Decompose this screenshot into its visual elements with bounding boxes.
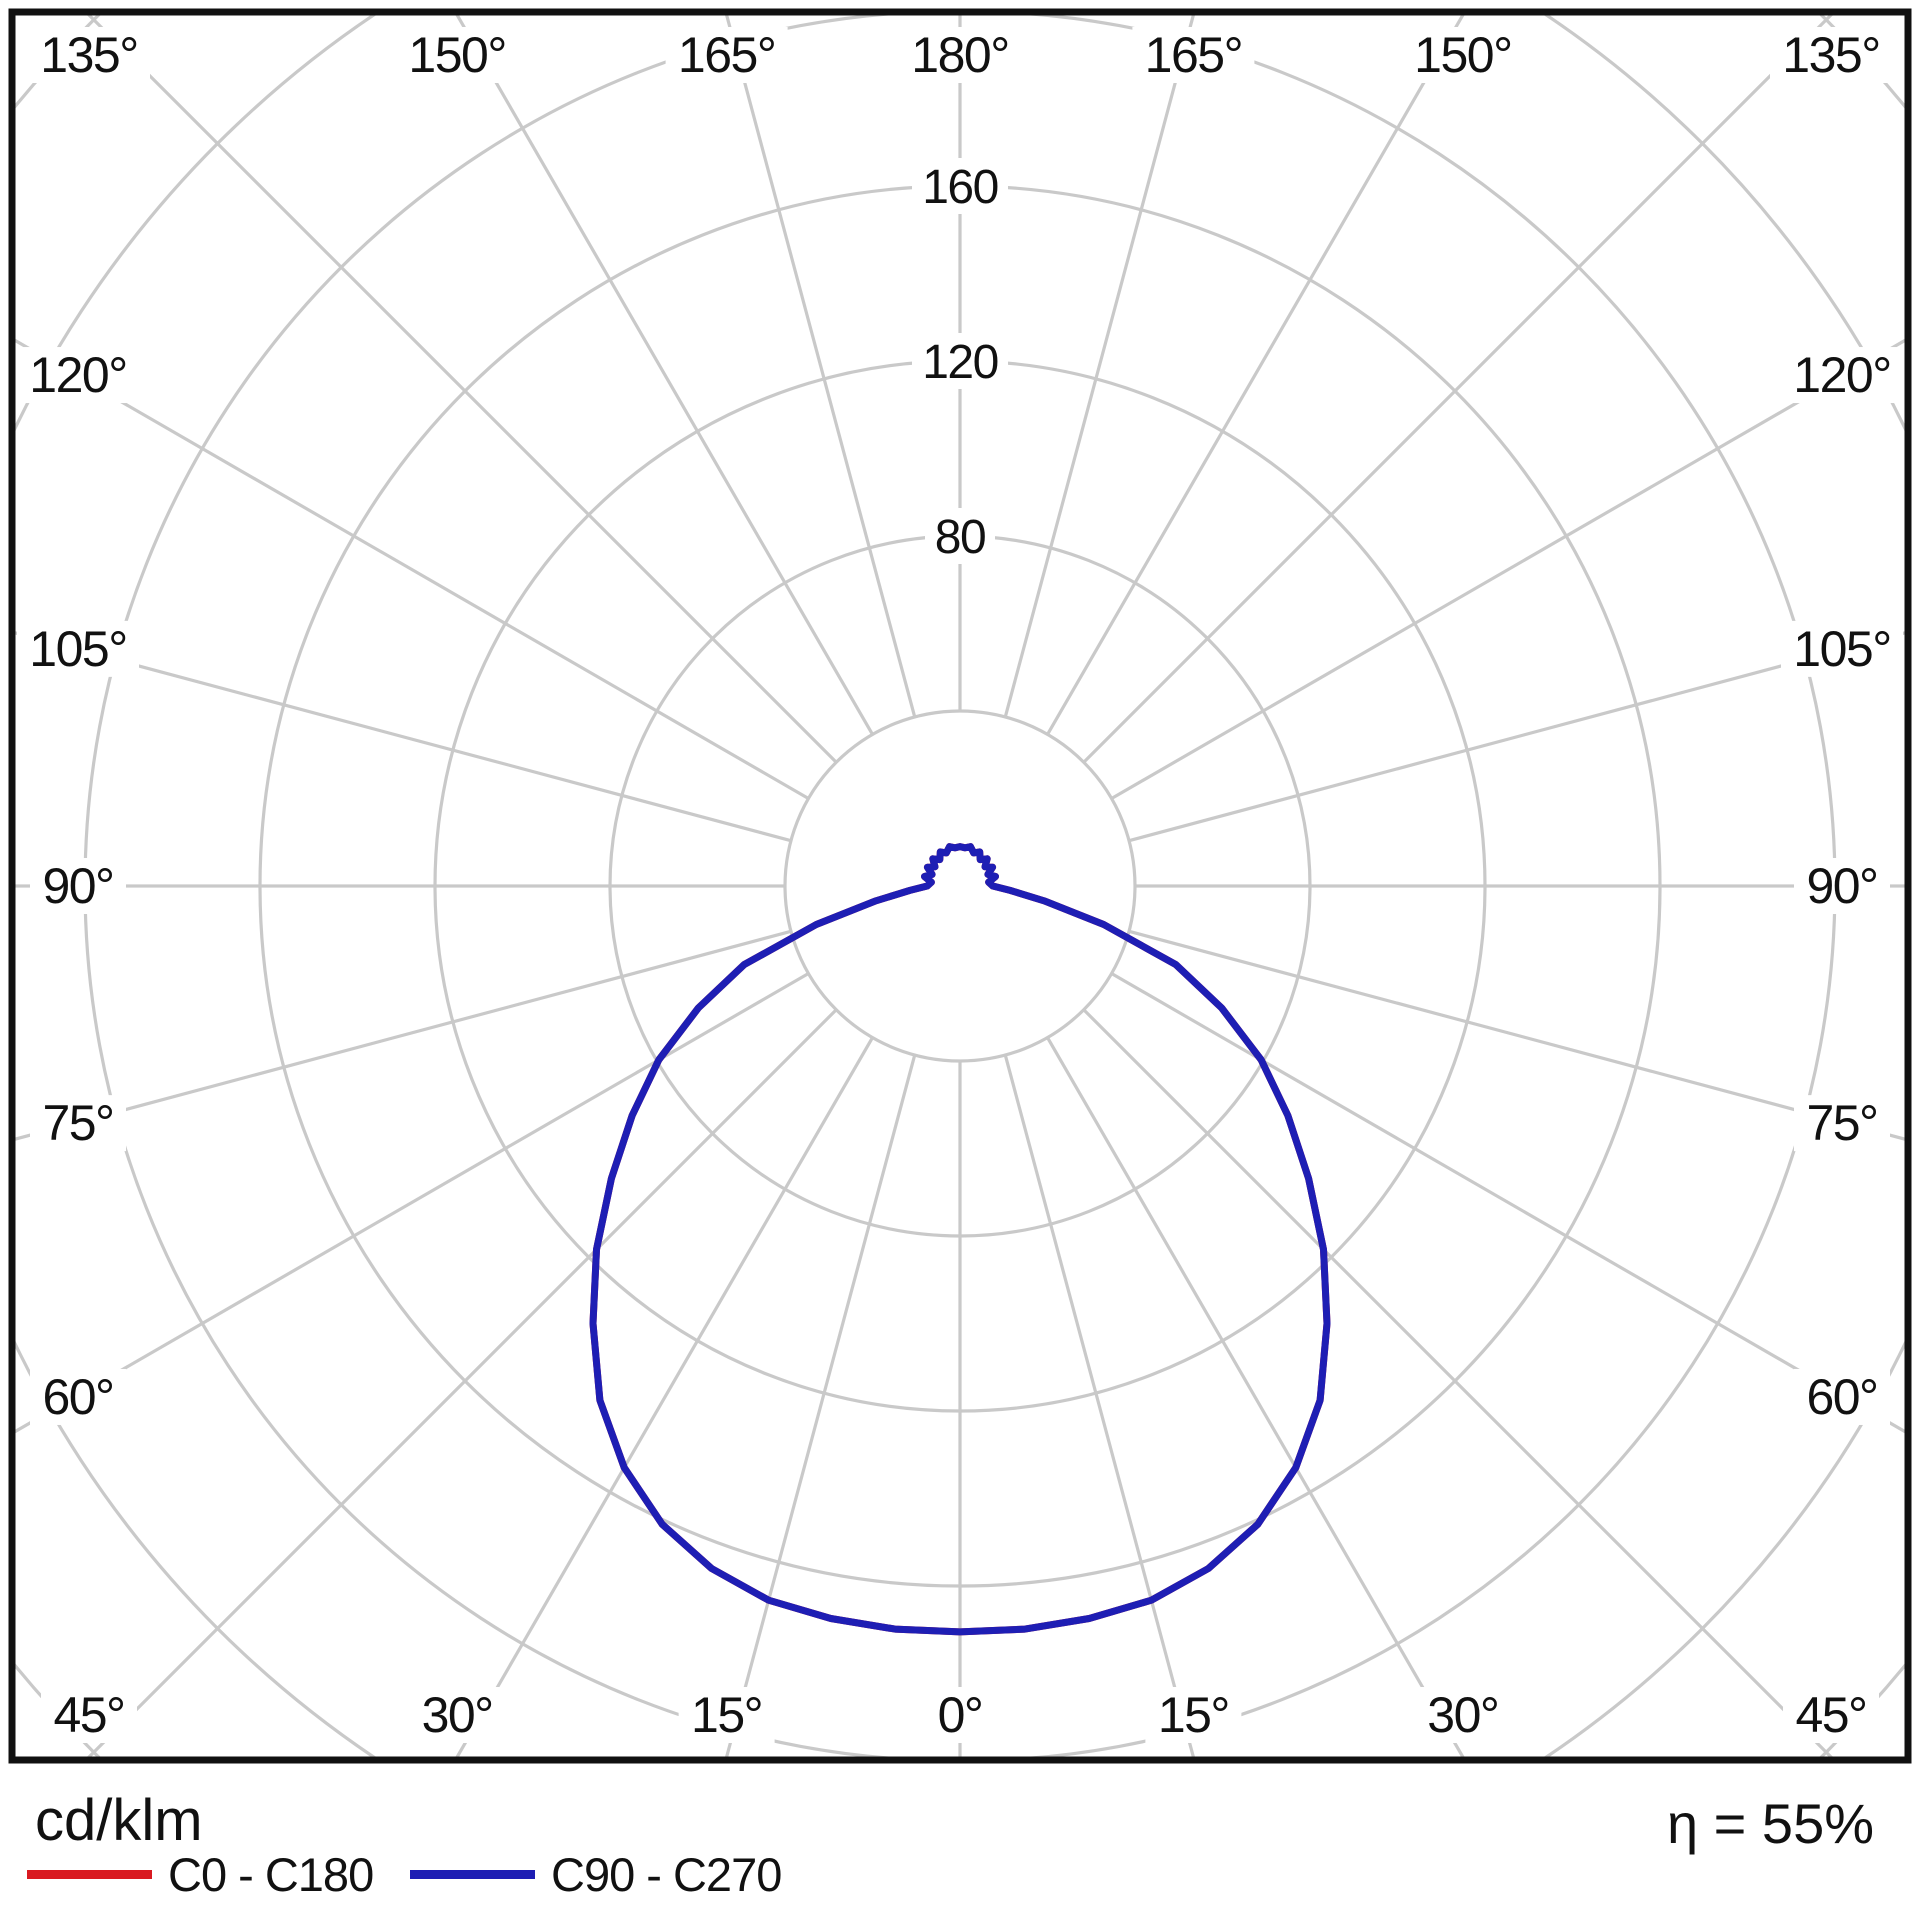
legend-label-c0-c180: C0 - C180 <box>168 1847 374 1901</box>
label-background <box>1770 27 1892 83</box>
grid-label: 15° <box>1158 1687 1229 1743</box>
grid-label: 135° <box>1782 27 1879 83</box>
legend-item-c0-c180: C0 - C180 <box>27 1847 374 1901</box>
curve-c90-c270 <box>589 843 1331 1636</box>
grid-label: 30° <box>422 1687 493 1743</box>
angle-grid-ray <box>455 15 874 736</box>
grid-label: 160 <box>922 161 998 214</box>
grid-label: 120° <box>1793 347 1890 403</box>
angle-grid-ray <box>1046 15 1465 736</box>
legend-item-c90-c270: C90 - C270 <box>410 1847 782 1901</box>
label-background <box>1145 1687 1242 1743</box>
angle-grid-ray <box>724 1054 917 1757</box>
label-background <box>665 27 788 83</box>
intensity-curves <box>589 843 1331 1636</box>
label-background <box>678 1687 775 1743</box>
angle-grid-ray <box>1082 15 1834 764</box>
grid-label: 105° <box>1793 621 1890 677</box>
grid-label: 80 <box>935 511 985 564</box>
label-background <box>1783 1687 1879 1743</box>
grid-label: 15° <box>691 1687 762 1743</box>
grid-label: 90° <box>1806 858 1877 914</box>
angle-grid-ray <box>86 15 838 764</box>
label-background <box>1781 620 1903 677</box>
angle-grid-ray <box>1128 631 1905 843</box>
grid-label: 45° <box>1795 1687 1866 1743</box>
grid-label: 165° <box>678 27 775 83</box>
grid-label: 150° <box>408 27 505 83</box>
angle-grid-ray <box>1003 1054 1196 1757</box>
label-background <box>1401 27 1524 83</box>
efficiency-label: η = 55% <box>1666 1792 1874 1855</box>
plot-border <box>8 8 1912 1764</box>
label-background <box>1794 1095 1890 1152</box>
grid-label: 180° <box>911 27 1008 83</box>
grid-label: 90° <box>42 858 113 914</box>
angle-grid-ray <box>1082 1008 1834 1757</box>
label-background <box>409 1687 506 1743</box>
grid-label: 30° <box>1427 1687 1498 1743</box>
label-background <box>17 620 139 677</box>
legend-swatch-c90-c270-icon <box>410 1869 535 1879</box>
angle-grid-ray <box>1110 972 1905 1434</box>
label-background <box>396 27 519 83</box>
angle-grid-ray <box>1003 15 1196 718</box>
grid-label: 135° <box>40 27 137 83</box>
grid-label: 60° <box>1806 1369 1877 1425</box>
grid-label: 75° <box>42 1095 113 1151</box>
label-background <box>41 1687 137 1743</box>
grid-label: 105° <box>29 621 126 677</box>
angle-grid-ray <box>455 1036 874 1757</box>
label-backgrounds <box>17 27 1903 1743</box>
legend-label-c90-c270: C90 - C270 <box>551 1847 782 1901</box>
grid-label: 150° <box>1414 27 1511 83</box>
label-background <box>28 27 150 83</box>
label-background <box>30 1095 126 1152</box>
angle-grid-ray <box>15 338 810 800</box>
legend-swatch-c0-c180-icon <box>27 1869 152 1879</box>
label-background <box>1414 1687 1511 1743</box>
label-background <box>30 858 126 914</box>
angle-grid-ray <box>1128 929 1905 1141</box>
label-background <box>1781 347 1903 404</box>
grid-label: 75° <box>1806 1095 1877 1151</box>
grid-label: 60° <box>42 1369 113 1425</box>
label-background <box>925 508 995 564</box>
label-background <box>1794 858 1890 914</box>
grid-label: 165° <box>1145 27 1242 83</box>
angle-grid-ray <box>15 972 810 1434</box>
label-background <box>17 347 139 404</box>
angle-grid-ray <box>15 929 792 1141</box>
label-background <box>912 333 1008 389</box>
grid-labels: 80 120 160 0° 15° 15° 30° 30° 45° 45° 60° 60° 75° 75°… <box>29 27 1892 1743</box>
label-background <box>925 1687 995 1743</box>
label-background <box>30 1368 126 1425</box>
label-background <box>899 27 1021 83</box>
grid-label: 0° <box>938 1687 983 1743</box>
radial-grid-ring <box>783 709 1137 1063</box>
grid-label: 45° <box>53 1687 124 1743</box>
angle-grid-ray <box>15 631 792 843</box>
label-background <box>1132 27 1255 83</box>
angle-grid-ray <box>1110 338 1905 800</box>
unit-label: cd/klm <box>35 1788 203 1853</box>
grid-label: 120 <box>922 336 998 389</box>
angle-grid-ray <box>1046 1036 1465 1757</box>
angle-grid-ray <box>86 1008 838 1757</box>
label-background <box>1794 1368 1890 1425</box>
grid-label: 120° <box>29 347 126 403</box>
label-background <box>912 158 1008 214</box>
angle-grid-ray <box>724 15 917 718</box>
